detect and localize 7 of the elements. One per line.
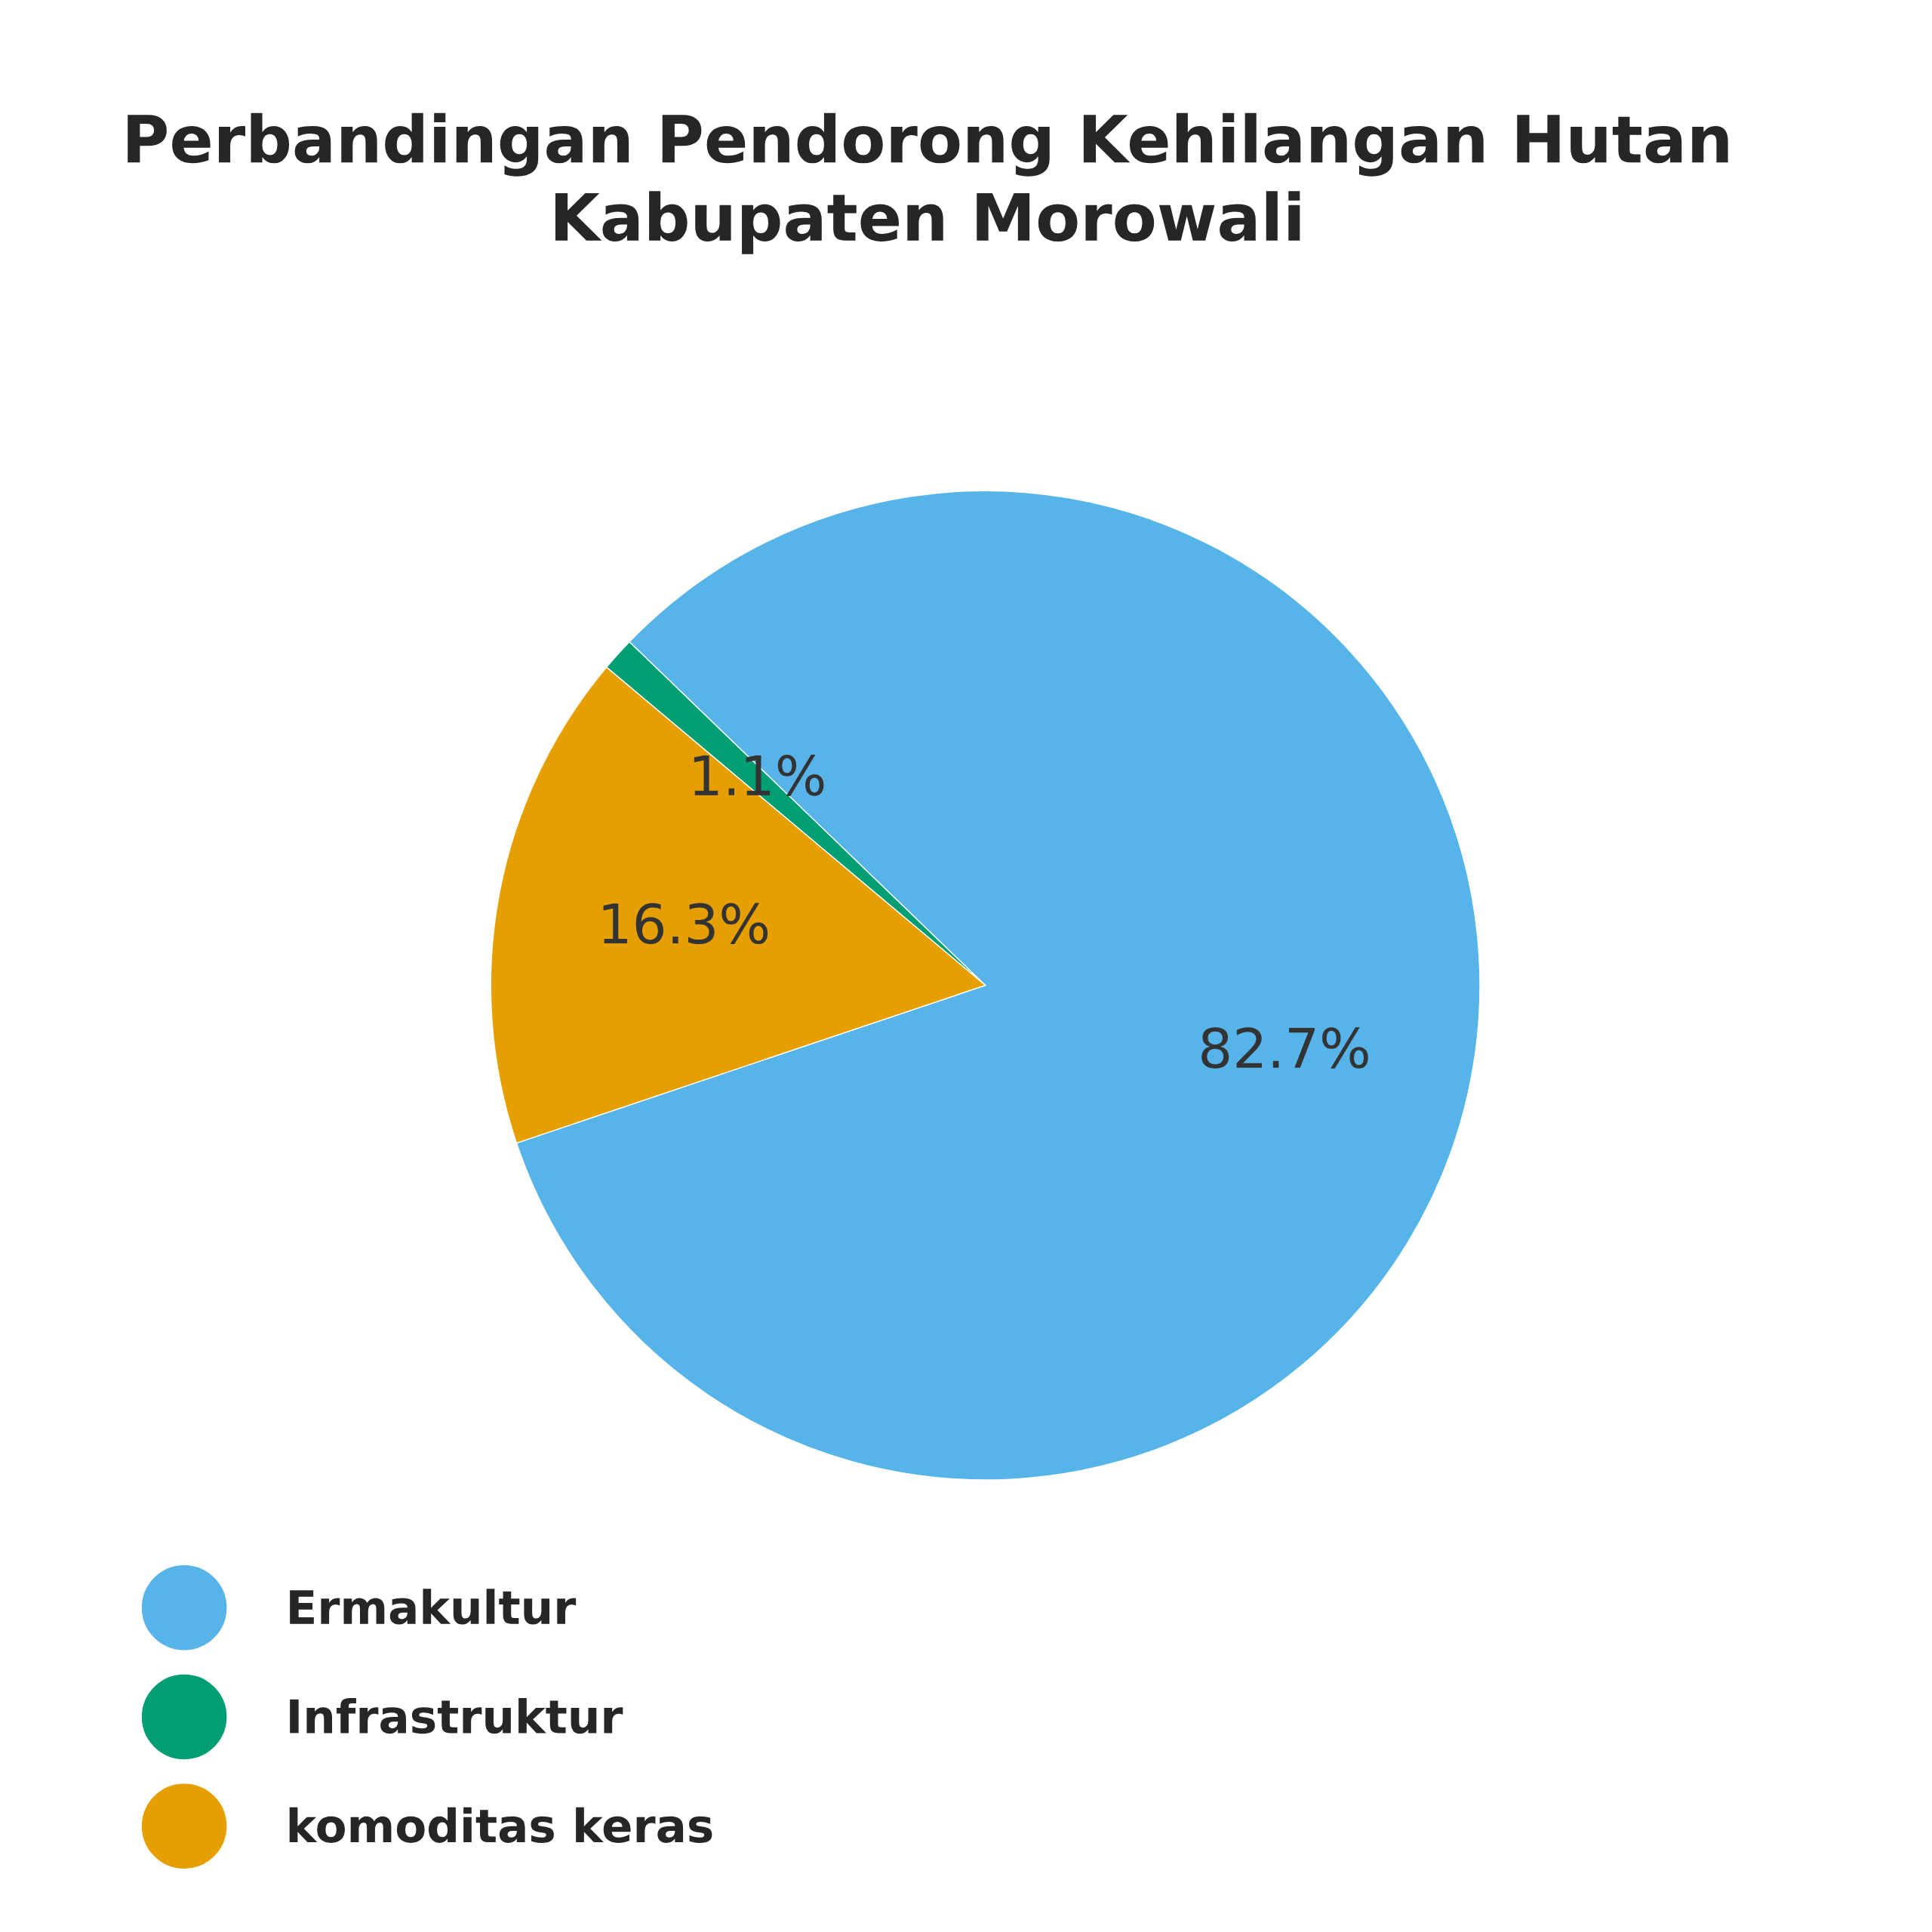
data-label: 1.1% <box>694 755 824 796</box>
legend-label: komoditas keras <box>289 1807 712 1843</box>
data-label: 82.7% <box>1201 1027 1368 1069</box>
data-label: 16.3% <box>603 903 768 945</box>
chart-title: Perbandingan Pendorong Kehilangan Hutan Kabupaten Morowali <box>128 112 1728 254</box>
legend-label: Ermakultur <box>290 1589 577 1625</box>
legend-label: Infrastruktur <box>290 1697 623 1734</box>
